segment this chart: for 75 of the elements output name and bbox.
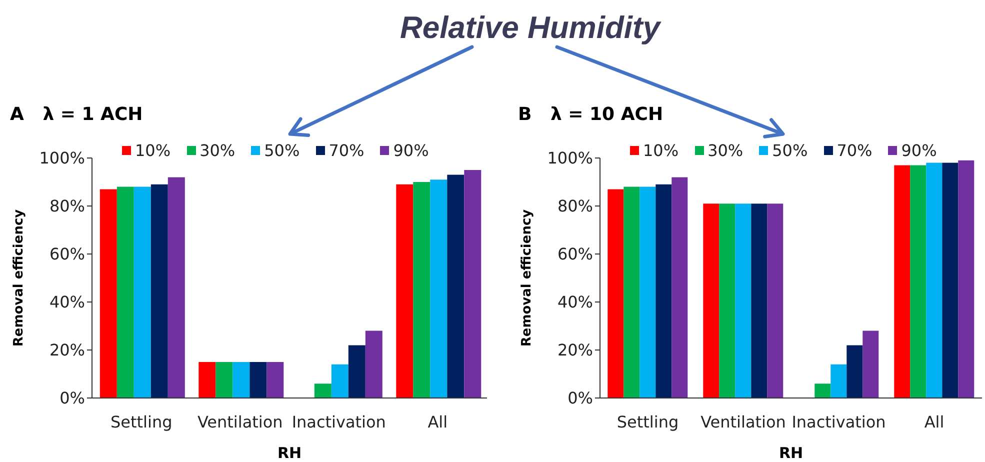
bar (640, 186, 656, 398)
legend-label: 50% (264, 141, 300, 160)
y-axis-title: Removal efficiency (12, 208, 27, 347)
bar (672, 177, 688, 398)
bar (168, 177, 185, 398)
legend-label: 90% (901, 141, 937, 160)
y-tick-label: 40% (49, 292, 85, 312)
legend-title: Relative Humidity (398, 10, 662, 46)
x-axis-title: RH (778, 444, 804, 462)
chart-title: A λ = 1 ACH (10, 104, 143, 125)
bar (719, 204, 736, 398)
bar (703, 204, 720, 398)
y-tick-label: 100% (39, 148, 85, 168)
bar (926, 162, 942, 398)
legend-label: 30% (200, 141, 236, 160)
bar (910, 165, 926, 398)
x-tick-label: Inactivation (792, 412, 886, 432)
bar (365, 330, 382, 398)
chart-title: B λ = 10 ACH (518, 104, 664, 125)
y-tick-label: 100% (547, 148, 593, 168)
y-tick-label: 40% (557, 292, 593, 312)
bar (751, 204, 768, 398)
bar (846, 345, 863, 398)
bar (116, 186, 134, 398)
y-tick-label: 60% (557, 244, 593, 264)
bar (150, 184, 168, 398)
legend-label: 70% (328, 141, 364, 160)
bar (314, 384, 332, 398)
x-axis-title: RH (277, 444, 302, 462)
bar (413, 182, 430, 398)
bar (958, 160, 974, 398)
x-tick-label: All (428, 412, 448, 432)
y-tick-label: 20% (49, 340, 85, 360)
y-tick-label: 20% (557, 340, 593, 360)
x-tick-label: Settling (616, 412, 679, 432)
bar (331, 364, 348, 398)
y-axis-title: Removal efficiency (520, 208, 535, 347)
legend-label: 10% (643, 141, 679, 160)
y-tick-label: 0% (568, 388, 593, 408)
bar (624, 186, 640, 398)
legend-label: 10% (135, 141, 171, 160)
x-tick-label: All (924, 412, 944, 432)
bar (100, 189, 117, 398)
bar (608, 189, 624, 398)
bar (656, 184, 672, 398)
y-tick-label: 80% (557, 196, 593, 216)
bar (348, 345, 366, 398)
bar (447, 174, 464, 398)
x-tick-label: Inactivation (292, 412, 386, 432)
y-tick-label: 80% (49, 196, 85, 216)
bar (134, 186, 151, 398)
y-tick-label: 0% (60, 388, 85, 408)
legend-label: 90% (393, 141, 429, 160)
bar (735, 204, 752, 398)
bar (232, 362, 250, 398)
x-tick-label: Settling (110, 412, 172, 432)
bar (894, 165, 910, 398)
legend-label: 70% (836, 141, 872, 160)
bar (216, 362, 233, 398)
bar (942, 162, 958, 398)
bar (814, 384, 831, 398)
x-tick-label: Ventilation (700, 412, 786, 432)
bar (830, 364, 847, 398)
bar (198, 362, 216, 398)
bar (464, 170, 482, 398)
bar (250, 362, 267, 398)
legend-label: 50% (772, 141, 808, 160)
bar (862, 330, 879, 398)
bar (767, 204, 784, 398)
bar (266, 362, 284, 398)
bar (396, 184, 414, 398)
x-tick-label: Ventilation (197, 412, 283, 432)
bar (430, 180, 448, 398)
y-tick-label: 60% (49, 244, 85, 264)
legend-label: 30% (708, 141, 744, 160)
